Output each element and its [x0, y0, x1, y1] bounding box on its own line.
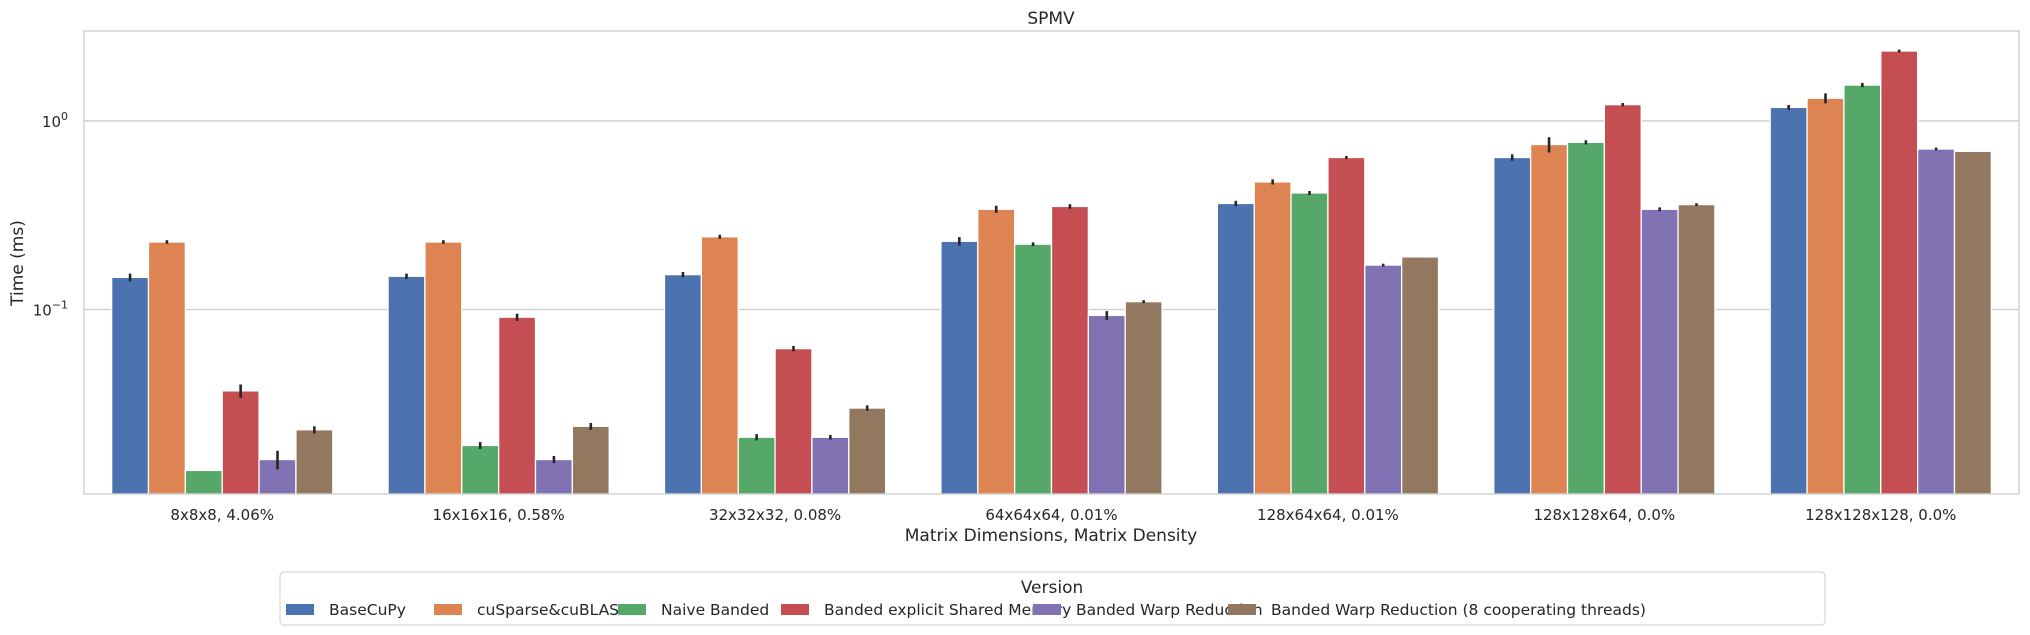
legend-label: Banded explicit Shared Memory — [824, 601, 1071, 619]
bar — [1327, 156, 1366, 495]
x-axis-label: Matrix Dimensions, Matrix Density — [905, 526, 1198, 546]
bar — [1843, 84, 1882, 495]
bar — [110, 276, 150, 495]
bar — [1253, 181, 1292, 495]
bar — [1603, 104, 1642, 495]
bar — [811, 436, 850, 495]
error-bars — [128, 49, 1938, 470]
x-tick-label: 128x64x64, 0.01% — [1257, 506, 1399, 524]
legend-label: BaseCuPy — [329, 601, 406, 619]
legend-label: Naive Banded — [661, 601, 769, 619]
bar — [534, 458, 574, 495]
bar — [424, 241, 463, 495]
x-tick-label: 128x128x64, 0.0% — [1533, 506, 1675, 524]
bar — [147, 241, 187, 495]
legend-swatch — [434, 604, 462, 615]
legend-swatch — [286, 604, 314, 615]
y-axis-label: Time (ms) — [8, 220, 28, 307]
legend-swatch — [1033, 604, 1061, 615]
bar — [1364, 264, 1403, 495]
bar — [1880, 50, 1919, 495]
plot-frame — [83, 30, 2020, 495]
bar — [848, 407, 887, 495]
bar — [1769, 106, 1808, 495]
bar — [1493, 156, 1532, 495]
bar — [1124, 301, 1163, 495]
legend-label: cuSparse&cuBLAS — [477, 601, 619, 619]
legend: Version BaseCuPy cuSparse&cuBLAS Naive Ban… — [279, 571, 1826, 626]
bar — [1050, 205, 1090, 495]
legend-box — [279, 571, 1826, 626]
y-tick-label: 10−1 — [33, 298, 68, 319]
x-tick-label: 32x32x32, 0.08% — [709, 506, 841, 524]
bar — [1216, 202, 1255, 495]
chart-title: SPMV — [1027, 9, 1075, 29]
legend-swatch — [1228, 604, 1256, 615]
bar — [387, 275, 426, 495]
bar — [295, 429, 334, 495]
bar — [700, 236, 739, 495]
bar — [940, 240, 979, 495]
legend-items: BaseCuPy cuSparse&cuBLAS Naive Banded Bande… — [286, 601, 1646, 619]
bar — [737, 436, 776, 495]
legend-label: Banded Warp Reduction (8 cooperating thr… — [1271, 601, 1646, 619]
bar — [1916, 148, 1956, 495]
legend-swatch — [618, 604, 646, 615]
bar — [1290, 192, 1329, 495]
legend-title: Version — [1021, 578, 1084, 598]
bar — [1087, 314, 1126, 495]
legend-label: Banded Warp Reduction — [1076, 601, 1263, 619]
x-tick-label: 16x16x16, 0.58% — [433, 506, 565, 524]
x-tick-label: 64x64x64, 0.01% — [985, 506, 1117, 524]
bar — [184, 469, 223, 495]
bars — [110, 50, 1993, 495]
bar — [1806, 97, 1845, 495]
x-tick-label: 128x128x128, 0.0% — [1805, 506, 1956, 524]
bar — [1953, 150, 1993, 495]
bar — [221, 390, 260, 495]
y-tick-labels: 10−1 100 — [33, 110, 68, 320]
bar — [1640, 208, 1679, 495]
bar — [663, 274, 703, 495]
bar — [1013, 243, 1053, 495]
bar — [1677, 203, 1716, 495]
x-tick-label: 8x8x8, 4.06% — [170, 506, 274, 524]
x-tick-labels: 8x8x8, 4.06% 16x16x16, 0.58% 32x32x32, 0.0… — [170, 506, 1956, 524]
bar — [461, 444, 500, 495]
bar — [571, 425, 610, 495]
bar — [977, 208, 1016, 495]
bar — [1566, 141, 1606, 495]
legend-swatch — [781, 604, 809, 615]
bar — [1529, 143, 1569, 495]
bar — [774, 347, 813, 495]
bar — [497, 316, 537, 495]
y-tick-label: 100 — [42, 110, 68, 131]
bar — [1400, 256, 1440, 495]
